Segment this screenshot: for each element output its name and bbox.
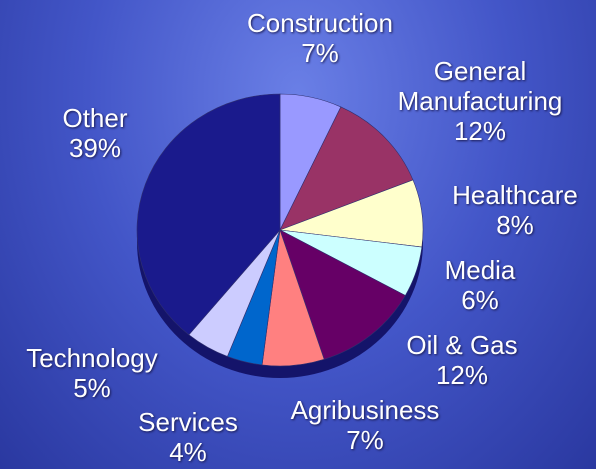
pie-slice (279, 229, 406, 360)
slice-value: 7% (346, 425, 384, 455)
slice-name: Media (444, 255, 516, 285)
slice-name: Services (138, 407, 238, 437)
slice-name: Construction (247, 8, 393, 38)
slice-label: Healthcare 8% (405, 180, 596, 240)
slice-label: Construction 7% (210, 8, 430, 68)
slice-label: Technology 5% (0, 343, 202, 403)
slice-name: General Manufacturing (397, 56, 563, 116)
slice-value: 7% (301, 38, 339, 68)
slice-label: Other 39% (0, 103, 205, 163)
slice-value: 8% (496, 210, 534, 240)
slice-label: Media 6% (370, 255, 590, 315)
slice-label: Services 4% (78, 407, 298, 467)
slice-name: Agribusiness (290, 395, 440, 425)
slice-name: Other (62, 103, 128, 133)
slice-label: Agribusiness 7% (255, 395, 475, 455)
slice-value: 4% (169, 437, 207, 467)
slice-name: Healthcare (452, 180, 578, 210)
slice-name: Oil & Gas (406, 330, 518, 360)
slice-value: 6% (461, 285, 499, 315)
pie-slice (279, 106, 414, 231)
slice-value: 12% (435, 360, 489, 390)
slice-name: Technology (26, 343, 158, 373)
slice-label: General Manufacturing 12% (370, 56, 590, 146)
slice-value: 5% (73, 373, 111, 403)
pie-slice (136, 93, 281, 336)
slice-value: 12% (453, 116, 507, 146)
slice-label: Oil & Gas 12% (352, 330, 572, 390)
slice-value: 39% (68, 133, 122, 163)
